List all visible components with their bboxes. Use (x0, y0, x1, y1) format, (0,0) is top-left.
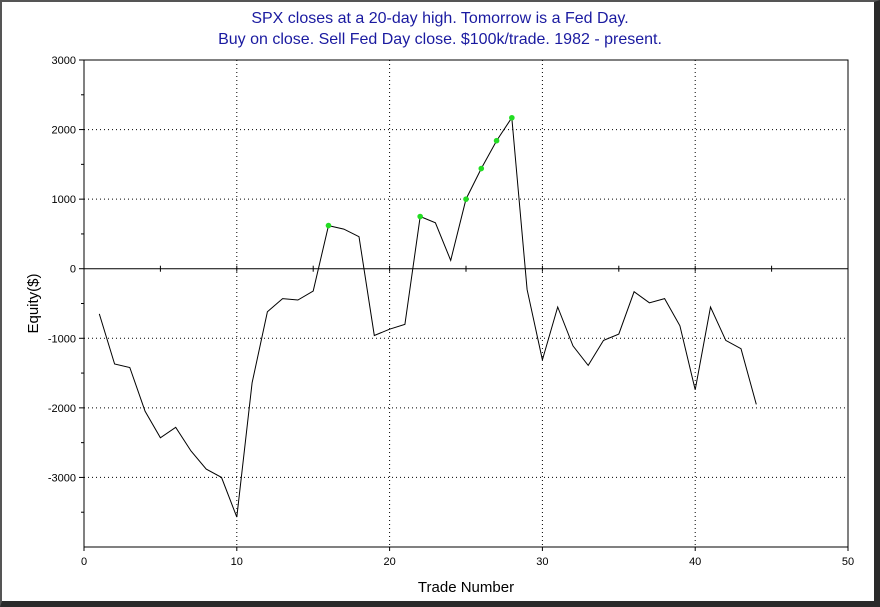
y-tick-label: -2000 (48, 403, 76, 415)
highlight-point (463, 196, 469, 202)
y-tick-label: 0 (70, 264, 76, 276)
y-tick-label: 2000 (52, 125, 76, 137)
zero-axis (83, 265, 849, 272)
y-tick-label: -3000 (48, 472, 76, 484)
highlight-point (509, 114, 515, 121)
x-tick-label: 40 (689, 556, 701, 568)
highlight-point (493, 137, 500, 144)
highlight-point (478, 165, 485, 172)
x-tick-label: 50 (842, 556, 854, 568)
highlight-markers (325, 114, 515, 229)
chart-title: SPX closes at a 20-day high. Tomorrow is… (251, 10, 629, 27)
x-tick-label: 30 (536, 556, 548, 568)
equity-series-line (98, 116, 757, 518)
y-tick-label: 3000 (52, 55, 76, 67)
x-axis-label: Trade Number (418, 579, 514, 596)
chart-subtitle: Buy on close. Sell Fed Day close. $100k/… (218, 31, 662, 48)
highlight-point (417, 213, 423, 220)
x-tick-label: 20 (383, 556, 395, 568)
x-tick-label: 10 (231, 556, 243, 568)
y-axis-label: Equity($) (25, 273, 42, 333)
grid-lines (84, 60, 848, 547)
plot-area-border (83, 59, 849, 548)
y-tick-label: -1000 (48, 333, 76, 345)
y-tick-label: 1000 (52, 194, 76, 206)
axis-ticks (79, 59, 849, 551)
x-tick-label: 0 (81, 556, 87, 568)
tick-labels: 0 10 20 30 40 50 -3000 -2000 -1000 0 1000 2000 3000 (48, 55, 854, 568)
highlight-point (325, 222, 332, 229)
